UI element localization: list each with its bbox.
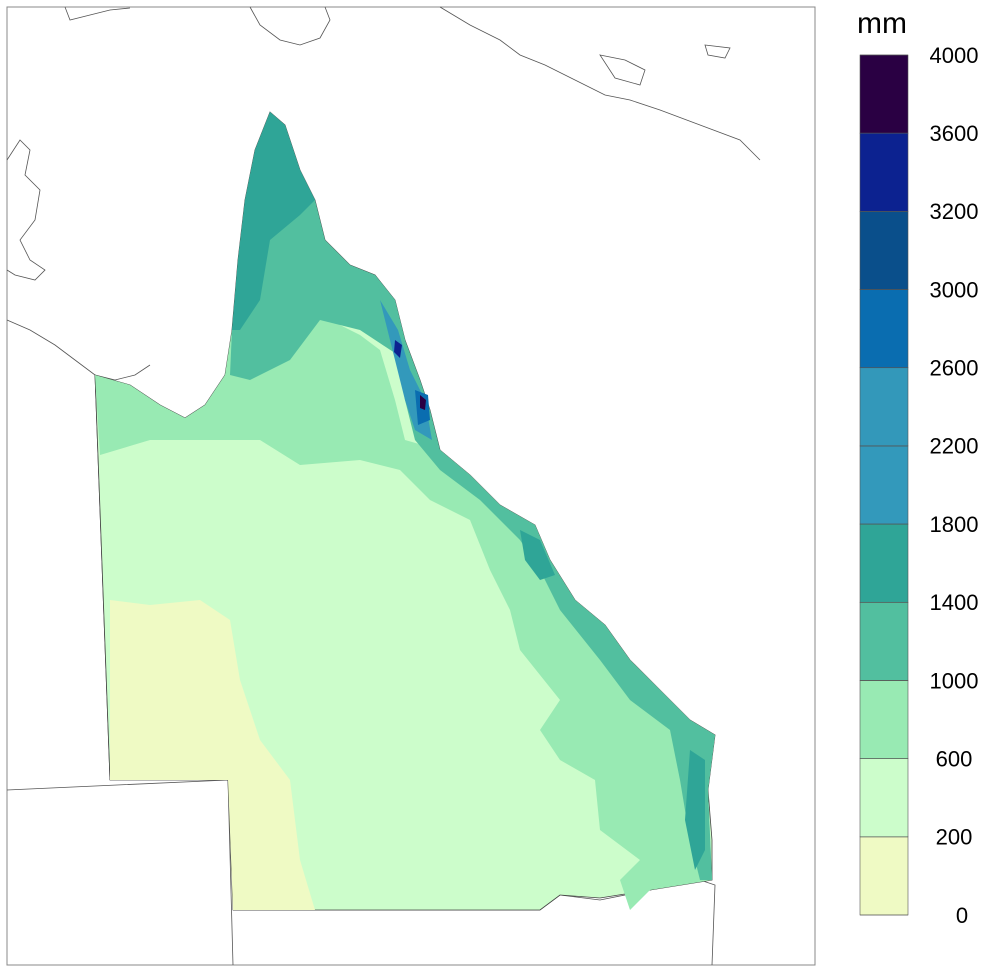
- colorbar-bin: [859, 523, 909, 603]
- zone: [394, 340, 402, 358]
- colorbar-title: mm: [857, 7, 907, 40]
- colorbar-bin: [859, 445, 909, 525]
- colorbar-label: 3200: [930, 199, 979, 224]
- colorbar: 0 200 600 1000 1400 1800 2200 2600 3000 3200 3600 4…: [859, 43, 979, 928]
- coastline: [6, 139, 151, 381]
- colorbar-label: 1000: [930, 668, 979, 693]
- zone: [520, 530, 705, 870]
- colorbar-bin: [859, 836, 909, 916]
- colorbar-label: 2200: [930, 434, 979, 459]
- colorbar-bin: [859, 54, 909, 134]
- colorbar-bin: [859, 758, 909, 838]
- colorbar-bin: [859, 132, 909, 212]
- colorbar-label: 4000: [930, 43, 979, 68]
- colorbar-bin: [859, 680, 909, 759]
- colorbar-label: 200: [936, 825, 973, 850]
- colorbar-label: 3000: [930, 277, 979, 302]
- colorbar-bin: [859, 289, 909, 369]
- colorbar-label: 2600: [930, 356, 979, 381]
- colorbar-label: 600: [936, 746, 973, 771]
- zone: [110, 600, 315, 910]
- zone: [95, 300, 715, 910]
- colorbar-bin: [859, 601, 909, 681]
- colorbar-bin: [859, 367, 909, 447]
- colorbar-bin: [859, 211, 909, 290]
- map: [6, 6, 761, 966]
- zone: [232, 112, 315, 330]
- zone: [420, 395, 426, 410]
- colorbar-label: 3600: [930, 121, 979, 146]
- coastline: [64, 6, 761, 161]
- colorbar-label: 1800: [930, 512, 979, 537]
- colorbar-label: 1400: [930, 590, 979, 615]
- colorbar-label: 0: [956, 903, 968, 928]
